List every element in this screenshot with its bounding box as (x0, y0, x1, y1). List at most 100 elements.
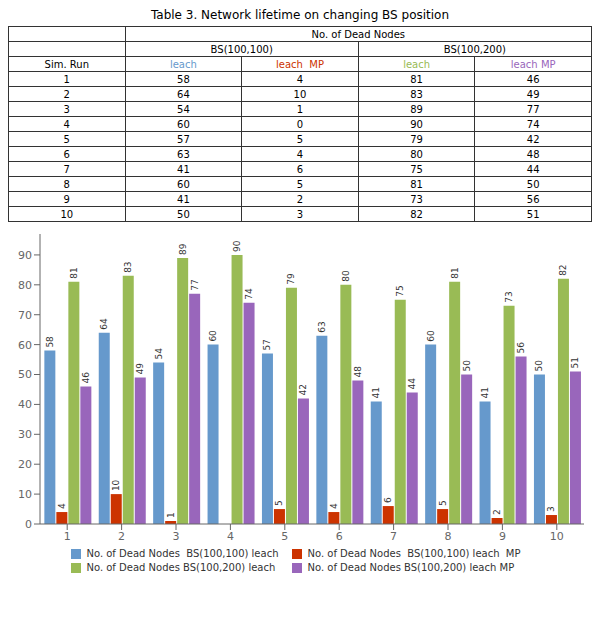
svg-text:74: 74 (244, 288, 254, 300)
svg-text:57: 57 (262, 339, 272, 350)
html-text:leach MP: leach MP (510, 58, 556, 70)
svg-text:56: 56 (516, 342, 526, 354)
svg-text:60: 60 (426, 330, 436, 342)
svg-text:75: 75 (395, 285, 405, 296)
html-text:60: 60 (177, 178, 190, 190)
svg-text:2: 2 (492, 509, 502, 515)
html-text:leach: leach (403, 58, 430, 70)
html-text:50: 50 (526, 178, 540, 190)
svg-text:73: 73 (504, 291, 514, 302)
svg-text:10: 10 (18, 488, 32, 501)
html-text:44: 44 (526, 163, 540, 175)
svg-text:70: 70 (18, 309, 32, 322)
svg-text:50: 50 (462, 360, 472, 372)
svg-text:50: 50 (18, 368, 32, 381)
svg-text:60: 60 (18, 339, 32, 352)
html-text:74: 74 (526, 118, 540, 130)
svg-text:58: 58 (45, 336, 55, 348)
svg-text:90: 90 (232, 240, 242, 252)
html-text:80: 80 (410, 148, 423, 160)
html-text:73: 73 (410, 193, 423, 205)
svg-text:4: 4 (227, 530, 234, 543)
html-text:60: 60 (177, 118, 190, 130)
svg-text:5: 5 (438, 500, 448, 506)
html-text:41: 41 (177, 193, 190, 205)
html-text:leach MP: leach MP (276, 58, 324, 70)
svg-text:3: 3 (173, 530, 180, 543)
html-text:BS(100,100): BS(100,100) (210, 43, 273, 55)
svg-text:10: 10 (550, 530, 564, 543)
svg-text:30: 30 (18, 428, 32, 441)
html-text:10: 10 (60, 208, 74, 220)
svg-text:8: 8 (445, 530, 452, 543)
html-text:48: 48 (526, 148, 540, 160)
svg-text:41: 41 (480, 387, 490, 398)
svg-text:42: 42 (298, 384, 308, 395)
svg-text:20: 20 (18, 458, 32, 471)
svg-text:5: 5 (274, 500, 284, 506)
svg-text:80: 80 (18, 279, 32, 292)
svg-text:10: 10 (111, 479, 121, 491)
svg-text:64: 64 (99, 318, 109, 330)
svg-text:6: 6 (383, 497, 393, 503)
svg-text:89: 89 (178, 243, 188, 255)
html-text:58: 58 (177, 73, 190, 85)
svg-text:41: 41 (371, 387, 381, 398)
html-text:64: 64 (177, 88, 190, 100)
html-text:57: 57 (177, 133, 190, 145)
svg-text:6: 6 (336, 530, 343, 543)
svg-text:80: 80 (341, 270, 351, 282)
svg-text:46: 46 (81, 372, 91, 384)
html-text:63: 63 (177, 148, 190, 160)
svg-text:3: 3 (546, 506, 556, 512)
svg-text:83: 83 (123, 261, 133, 272)
html-text:81: 81 (410, 178, 423, 190)
svg-text:7: 7 (390, 530, 397, 543)
html-text:77: 77 (526, 103, 540, 115)
svg-text:50: 50 (534, 360, 544, 372)
svg-text:63: 63 (317, 321, 327, 332)
html-text:79: 79 (410, 133, 423, 145)
svg-text:9: 9 (499, 530, 506, 543)
html-text:75: 75 (410, 163, 423, 175)
svg-text:49: 49 (135, 363, 145, 375)
svg-text:81: 81 (69, 267, 79, 278)
svg-text:48: 48 (353, 366, 363, 378)
html-text:46: 46 (526, 73, 540, 85)
svg-text:54: 54 (154, 348, 164, 360)
html-text:81: 81 (410, 73, 423, 85)
svg-text:44: 44 (407, 378, 417, 390)
svg-text:60: 60 (208, 330, 218, 342)
svg-text:1: 1 (64, 530, 71, 543)
svg-text:90: 90 (18, 249, 32, 262)
html-text:Sim. Run: Sim. Run (44, 58, 89, 70)
html-text:90: 90 (410, 118, 423, 130)
html-text:89: 89 (410, 103, 423, 115)
html-text:82: 82 (410, 208, 423, 220)
html-text:49: 49 (526, 88, 540, 100)
html-text:56: 56 (526, 193, 540, 205)
html-text:BS(100,200): BS(100,200) (443, 43, 506, 55)
svg-text:4: 4 (329, 503, 339, 509)
html-text:leach: leach (169, 58, 197, 70)
svg-text:5: 5 (281, 530, 288, 543)
svg-text:82: 82 (558, 264, 568, 275)
html-text:41: 41 (177, 163, 190, 175)
html-text:51: 51 (526, 208, 540, 220)
svg-text:2: 2 (118, 530, 125, 543)
svg-text:79: 79 (286, 273, 296, 285)
svg-text:40: 40 (18, 398, 32, 411)
html-text:54: 54 (177, 103, 190, 115)
html-text:10: 10 (293, 88, 307, 100)
html-text:83: 83 (410, 88, 423, 100)
html-text:50: 50 (177, 208, 190, 220)
html-text:No. of Dead Nodes: No. of Dead Nodes (311, 28, 405, 40)
html-text:Table 3. Network lifetime on c: Table 3. Network lifetime on changing BS… (150, 8, 450, 22)
svg-text:1: 1 (166, 512, 176, 518)
svg-text:51: 51 (570, 357, 580, 368)
svg-text:4: 4 (57, 503, 67, 509)
svg-text:81: 81 (450, 267, 460, 278)
svg-text:0: 0 (25, 518, 32, 531)
html-text:42: 42 (526, 133, 540, 145)
svg-text:77: 77 (190, 279, 200, 290)
